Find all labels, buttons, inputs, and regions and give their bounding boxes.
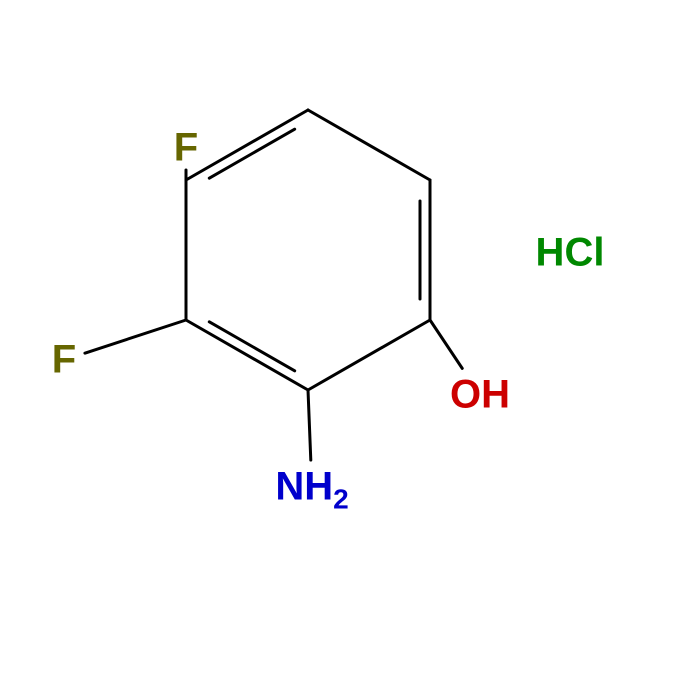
atom-nh2: NH2 — [275, 465, 348, 516]
atom-oh: OH — [450, 373, 510, 418]
molecule-canvas: F F OH NH2 HCl — [0, 0, 700, 700]
atom-hcl: HCl — [536, 231, 605, 276]
atom-f2: F — [52, 338, 76, 383]
bond-layer — [0, 0, 700, 700]
atom-f1: F — [174, 126, 198, 171]
